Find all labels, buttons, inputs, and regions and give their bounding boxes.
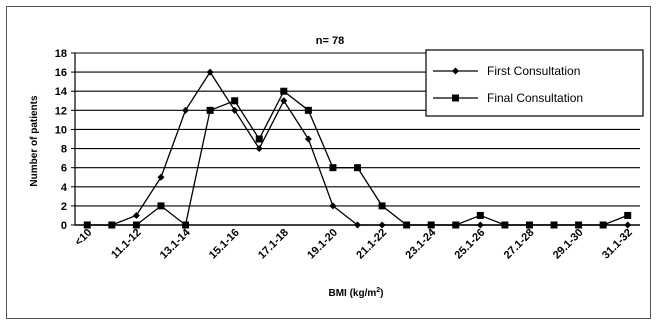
data-point-final [132, 221, 140, 229]
sample-size-annotation: n= 78 [316, 35, 344, 47]
x-tick-label: 21.1-22 [354, 227, 389, 262]
data-point-final [525, 221, 533, 229]
x-tick-label: 13.1-14 [158, 226, 193, 261]
x-tick-label: <10 [73, 227, 95, 249]
data-point-first [255, 145, 263, 153]
data-point-final [255, 135, 263, 143]
data-point-final [157, 202, 165, 210]
x-tick-label: 25.1-26 [453, 227, 488, 262]
data-point-final [550, 221, 558, 229]
y-tick-label: 14 [55, 86, 68, 98]
x-axis-label: BMI (kg/m2) [328, 287, 383, 299]
x-tick-label: 15.1-16 [207, 227, 242, 262]
data-point-first [132, 211, 140, 219]
data-point-first [378, 221, 386, 229]
legend-label-first: First Consultation [487, 64, 580, 78]
x-tick-label: 29.1-30 [551, 227, 586, 262]
data-point-final [329, 164, 337, 172]
x-tick-labels: <10 11.1-12 13.1-14 15.1-16 17.1-18 19.1-20 21… [73, 226, 635, 261]
data-point-final [624, 211, 632, 219]
y-tick-label: 2 [61, 201, 67, 213]
data-point-final [231, 97, 239, 105]
legend-box [425, 49, 644, 117]
y-tick-label: 0 [61, 220, 67, 232]
data-point-first [231, 106, 239, 114]
chart-frame [6, 6, 651, 319]
data-point-final [599, 221, 607, 229]
data-point-first [157, 173, 165, 181]
data-point-final [304, 106, 312, 114]
legend-label-final: Final Consultation [487, 91, 583, 105]
y-tick-label: 4 [61, 182, 68, 194]
legend: First Consultation Final Consultation [425, 49, 644, 117]
y-tick-label: 12 [55, 105, 67, 117]
data-point-first [304, 135, 312, 143]
legend-marker-first [452, 67, 459, 75]
data-point-first [280, 97, 288, 105]
legend-marker-final [452, 94, 459, 102]
data-point-final [83, 221, 91, 229]
x-tick-label: 27.1-28 [502, 227, 537, 262]
x-tick-label: 11.1-12 [109, 227, 143, 261]
data-point-final [501, 221, 509, 229]
data-point-final [476, 211, 484, 219]
data-point-first [329, 202, 337, 210]
data-point-first [624, 221, 632, 229]
data-point-final [403, 221, 411, 229]
y-tick-label: 10 [55, 124, 67, 136]
data-point-first [206, 68, 214, 76]
data-point-final [280, 87, 288, 95]
x-tick-label: 23.1-24 [403, 226, 438, 261]
y-tick-label: 18 [55, 48, 67, 60]
data-point-final [108, 221, 116, 229]
y-tick-label: 6 [61, 163, 67, 175]
data-point-final [452, 221, 460, 229]
series-group [83, 68, 632, 229]
data-point-final [206, 106, 214, 114]
data-point-first [354, 221, 361, 229]
data-point-first [182, 106, 190, 114]
x-tick-label: 19.1-20 [305, 227, 340, 262]
data-point-final [378, 202, 386, 210]
data-point-final [354, 164, 361, 172]
y-tick-labels: 0 2 4 6 8 10 12 14 16 18 [55, 48, 68, 232]
y-tick-label: 8 [61, 144, 67, 156]
x-tick-label: 17.1-18 [256, 227, 291, 262]
y-tick-label: 16 [55, 67, 67, 79]
data-point-final [427, 221, 435, 229]
data-point-final [575, 221, 583, 229]
y-axis-label: Number of patients [29, 95, 40, 187]
x-tick-label: 31.1-32 [600, 227, 635, 262]
data-point-final [182, 221, 190, 229]
data-point-first [476, 221, 484, 229]
